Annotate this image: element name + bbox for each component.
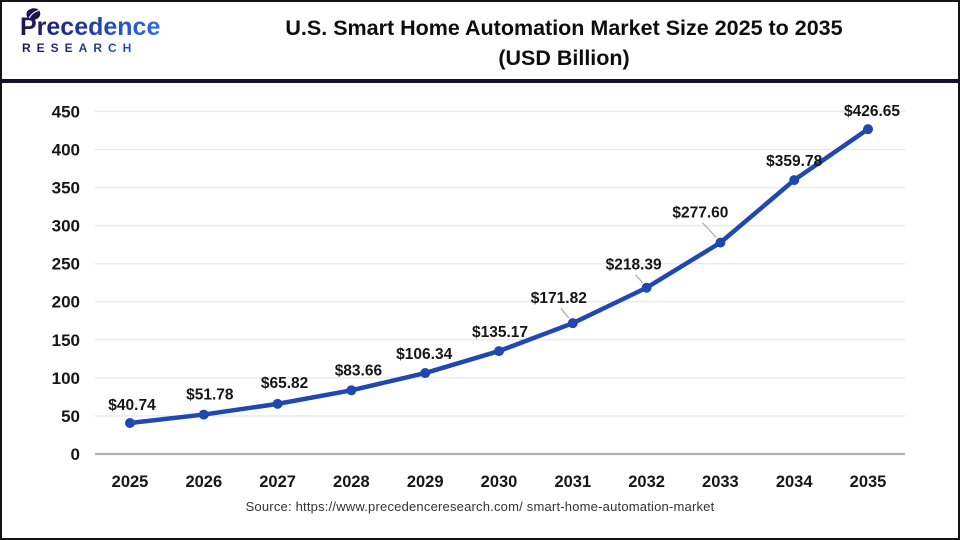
svg-text:450: 450 bbox=[52, 102, 80, 121]
logo-subtext: RESEARCH bbox=[20, 42, 180, 54]
svg-text:300: 300 bbox=[52, 217, 80, 236]
svg-text:$171.82: $171.82 bbox=[531, 290, 587, 307]
svg-text:2030: 2030 bbox=[481, 473, 518, 491]
precedence-research-logo: Precedence RESEARCH bbox=[2, 2, 180, 54]
svg-text:$83.66: $83.66 bbox=[335, 362, 383, 379]
chart-title-line1: U.S. Smart Home Automation Market Size 2… bbox=[285, 16, 843, 40]
svg-text:2025: 2025 bbox=[112, 473, 149, 491]
svg-text:$40.74: $40.74 bbox=[108, 397, 156, 414]
svg-text:2033: 2033 bbox=[702, 473, 739, 491]
svg-text:2031: 2031 bbox=[554, 473, 591, 491]
svg-text:$65.82: $65.82 bbox=[261, 375, 308, 392]
chart-title-line2: (USD Billion) bbox=[498, 46, 630, 70]
svg-text:2027: 2027 bbox=[259, 473, 296, 491]
svg-text:$426.65: $426.65 bbox=[844, 103, 900, 120]
page-title: U.S. Smart Home Automation Market Size 2… bbox=[180, 2, 958, 73]
line-chart: 0 50 100 150 200 250 300 350 400 450 2025 2026 2027 2… bbox=[52, 102, 905, 491]
chart-area: 0 50 100 150 200 250 300 350 400 450 2025 2026 2027 2… bbox=[2, 83, 958, 495]
svg-text:$106.34: $106.34 bbox=[396, 346, 452, 363]
svg-text:400: 400 bbox=[52, 140, 80, 159]
svg-text:350: 350 bbox=[52, 179, 80, 198]
source-text: Source: https://www.precedenceresearch.c… bbox=[245, 499, 715, 514]
svg-text:2035: 2035 bbox=[850, 473, 887, 491]
svg-text:2026: 2026 bbox=[185, 473, 222, 491]
svg-text:250: 250 bbox=[52, 255, 80, 274]
svg-text:150: 150 bbox=[52, 331, 80, 350]
svg-text:100: 100 bbox=[52, 369, 80, 388]
svg-text:2032: 2032 bbox=[628, 473, 665, 491]
svg-text:$277.60: $277.60 bbox=[672, 205, 728, 222]
svg-text:$51.78: $51.78 bbox=[186, 387, 234, 404]
svg-text:50: 50 bbox=[61, 407, 80, 426]
svg-text:2028: 2028 bbox=[333, 473, 370, 491]
logo-wordmark: Precedence bbox=[20, 13, 161, 41]
svg-text:$359.78: $359.78 bbox=[766, 153, 822, 170]
svg-text:0: 0 bbox=[71, 445, 80, 464]
leaf-icon bbox=[21, 7, 42, 35]
svg-text:2029: 2029 bbox=[407, 473, 444, 491]
svg-text:2034: 2034 bbox=[776, 473, 814, 491]
svg-text:$135.17: $135.17 bbox=[472, 324, 528, 341]
header: Precedence RESEARCH U.S. Smart Home Auto… bbox=[2, 2, 958, 79]
svg-text:200: 200 bbox=[52, 293, 80, 312]
svg-text:$218.39: $218.39 bbox=[606, 257, 662, 274]
header-divider bbox=[2, 79, 958, 83]
